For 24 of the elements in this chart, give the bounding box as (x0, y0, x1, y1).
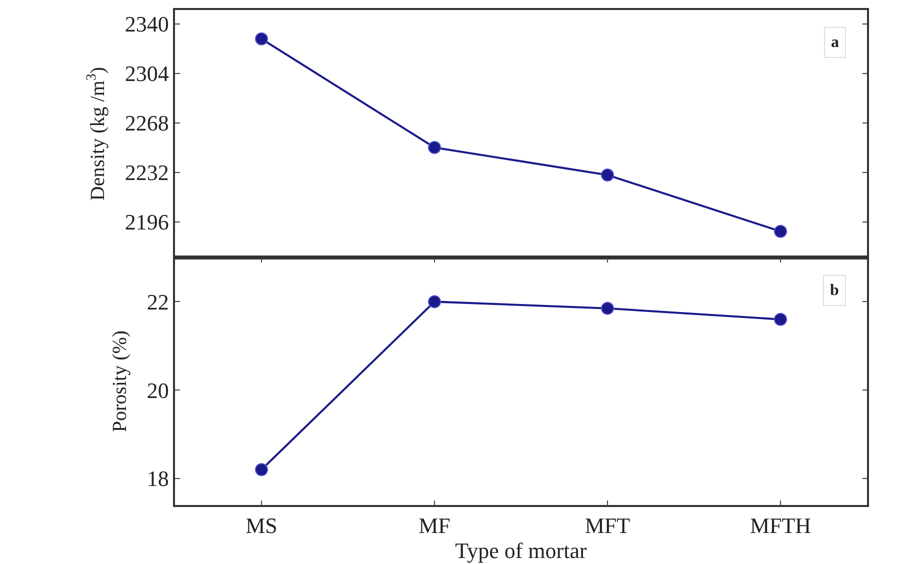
y-tick-label: 2232 (124, 160, 169, 185)
y-tick-label: 2340 (124, 11, 169, 36)
y-tick-label: 2268 (124, 110, 169, 136)
x-tick-label: MFTH (750, 513, 812, 538)
x-axis-title: Type of mortar (455, 538, 588, 564)
y-tick-label: 22 (146, 289, 169, 314)
y-axis-title: Porosity (%) (108, 330, 131, 432)
point (774, 312, 787, 326)
annotation: b (830, 282, 839, 299)
y-tick-label: 2304 (124, 60, 169, 86)
point (255, 463, 268, 476)
y-tick-label: 2196 (124, 209, 169, 234)
y-tick-label: 20 (146, 378, 169, 403)
point (601, 302, 614, 315)
y-tick-label: 18 (146, 466, 169, 492)
annotation: a (831, 34, 839, 51)
x-tick-label: MS (246, 513, 278, 538)
point (255, 32, 268, 46)
x-tick-label: MF (418, 513, 450, 538)
point (601, 168, 614, 182)
point (428, 295, 441, 308)
point (774, 224, 787, 238)
x-tick-label: MFT (584, 513, 631, 538)
point (428, 141, 441, 154)
